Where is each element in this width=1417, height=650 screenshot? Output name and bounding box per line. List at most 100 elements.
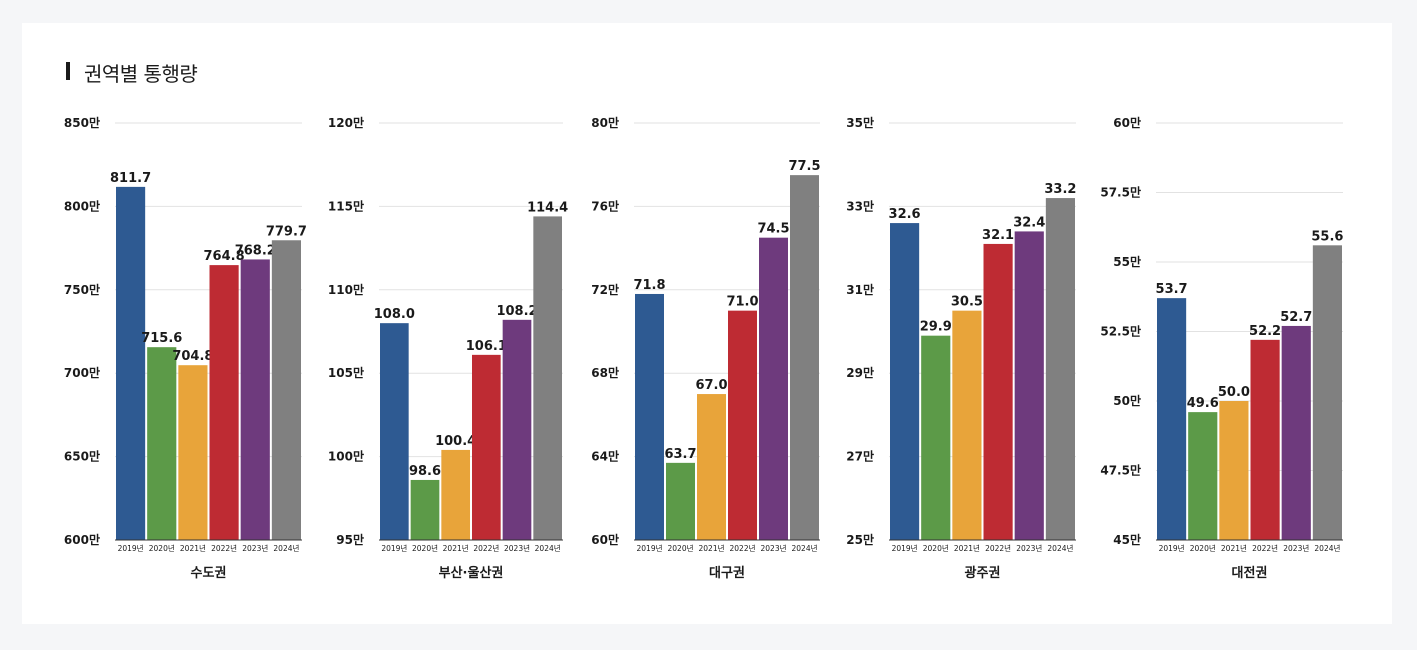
bar-2019년 (1157, 298, 1187, 540)
y-tick-label: 55만 (1113, 254, 1141, 269)
bar-2021년 (1219, 401, 1249, 540)
bar-2020년 (666, 462, 695, 540)
region-label: 부산·울산권 (439, 565, 504, 581)
y-tick-label: 80만 (591, 115, 619, 130)
bar-value-label: 114.4 (527, 200, 568, 215)
bar-value-label: 29.9 (920, 320, 952, 335)
y-tick-label: 31만 (846, 282, 874, 297)
y-tick-label: 95만 (336, 532, 364, 547)
y-tick-label: 60만 (591, 532, 619, 547)
chart-panel-1: 600만 650만 700만 750만 800만 850만 811.7 2019년 715.6 2… (64, 115, 307, 581)
y-tick-label: 35만 (846, 115, 874, 130)
x-tick-label: 2023년 (761, 543, 787, 553)
x-tick-label: 2020년 (149, 543, 175, 553)
bar-value-label: 63.7 (664, 447, 696, 462)
y-tick-label: 850만 (64, 115, 100, 130)
bar-value-label: 30.5 (951, 295, 983, 310)
x-tick-label: 2019년 (118, 543, 144, 553)
x-tick-label: 2019년 (1159, 543, 1185, 553)
bar-value-label: 100.4 (435, 434, 476, 449)
bar-value-label: 106.1 (466, 339, 507, 354)
y-tick-label: 50만 (1113, 393, 1141, 408)
y-tick-label: 600만 (64, 532, 100, 547)
y-tick-label: 110만 (328, 282, 364, 297)
bar-value-label: 52.7 (1280, 310, 1312, 325)
bar-value-label: 768.2 (235, 243, 276, 258)
bar-2024년 (790, 175, 819, 540)
y-tick-label: 120만 (328, 115, 364, 130)
bar-2019년 (635, 293, 664, 540)
bar-2022년 (1250, 339, 1280, 540)
x-tick-label: 2024년 (1047, 543, 1073, 553)
y-tick-label: 800만 (64, 198, 100, 213)
x-tick-label: 2024년 (273, 543, 299, 553)
x-tick-label: 2020년 (923, 543, 949, 553)
bar-value-label: 715.6 (141, 331, 182, 346)
y-tick-label: 76만 (591, 198, 619, 213)
bar-value-label: 55.6 (1311, 229, 1343, 244)
y-tick-label: 45만 (1113, 532, 1141, 547)
bar-2024년 (1312, 245, 1342, 540)
bar-2021년 (441, 449, 470, 540)
x-tick-label: 2022년 (985, 543, 1011, 553)
bar-2022년 (728, 310, 757, 540)
chart-panel-5: 45만 47.5만 50만 52.5만 55만 57.5만 60만 53.7 2019년 49.6… (1100, 115, 1343, 581)
bar-2024년 (533, 216, 562, 540)
region-label: 수도권 (191, 566, 227, 581)
x-tick-label: 2024년 (535, 543, 561, 553)
x-tick-label: 2023년 (1283, 543, 1309, 553)
bar-value-label: 71.8 (633, 278, 665, 293)
y-tick-label: 52.5만 (1100, 324, 1141, 339)
x-tick-label: 2021년 (1221, 543, 1247, 553)
bar-value-label: 779.7 (266, 224, 307, 239)
y-tick-label: 115만 (328, 198, 364, 213)
x-tick-label: 2021년 (180, 543, 206, 553)
bar-2022년 (472, 354, 501, 540)
chart-panel-3: 60만 64만 68만 72만 76만 80만 71.8 2019년 63.7 2020년 67.0… (591, 115, 820, 581)
bar-2023년 (240, 259, 270, 540)
bar-value-label: 108.2 (496, 304, 537, 319)
bar-2022년 (983, 243, 1013, 540)
x-tick-label: 2020년 (412, 543, 438, 553)
y-tick-label: 105만 (328, 365, 364, 380)
bar-2020년 (410, 479, 440, 540)
bar-value-label: 108.0 (374, 307, 415, 322)
y-tick-label: 57.5만 (1100, 185, 1141, 200)
x-tick-label: 2019년 (637, 543, 663, 553)
y-tick-label: 60만 (1113, 115, 1141, 130)
y-tick-label: 750만 (64, 282, 100, 297)
bar-2023년 (502, 319, 532, 540)
bar-2021년 (697, 394, 726, 540)
y-tick-label: 33만 (846, 198, 874, 213)
bar-2020년 (921, 335, 951, 540)
bar-value-label: 98.6 (409, 464, 441, 479)
bar-value-label: 74.5 (757, 222, 789, 237)
bar-2023년 (759, 237, 788, 541)
bar-2024년 (271, 240, 301, 540)
bar-value-label: 32.4 (1013, 215, 1045, 230)
y-tick-label: 650만 (64, 449, 100, 464)
y-tick-label: 64만 (591, 449, 619, 464)
bar-2019년 (116, 186, 146, 540)
bar-value-label: 764.8 (204, 249, 245, 264)
x-tick-label: 2022년 (1252, 543, 1278, 553)
y-tick-label: 100만 (328, 449, 364, 464)
bar-2021년 (178, 365, 208, 540)
bar-2020년 (1188, 412, 1218, 540)
x-tick-label: 2023년 (1016, 543, 1042, 553)
bar-value-label: 53.7 (1156, 282, 1188, 297)
bar-value-label: 704.8 (172, 349, 213, 364)
y-tick-label: 68만 (591, 365, 619, 380)
bar-value-label: 50.0 (1218, 385, 1250, 400)
bar-2021년 (952, 310, 982, 540)
bar-value-label: 77.5 (788, 159, 820, 174)
bar-value-label: 49.6 (1187, 396, 1219, 411)
bar-value-label: 71.0 (726, 295, 758, 310)
bar-2023년 (1014, 231, 1044, 541)
bar-2020년 (147, 347, 177, 540)
chart-panel-2: 95만 100만 105만 110만 115만 120만 108.0 2019년 98.6 202… (328, 115, 568, 581)
y-tick-label: 47.5만 (1100, 463, 1141, 478)
page-title: 권역별 통행량 (84, 62, 198, 86)
x-tick-label: 2021년 (699, 543, 725, 553)
